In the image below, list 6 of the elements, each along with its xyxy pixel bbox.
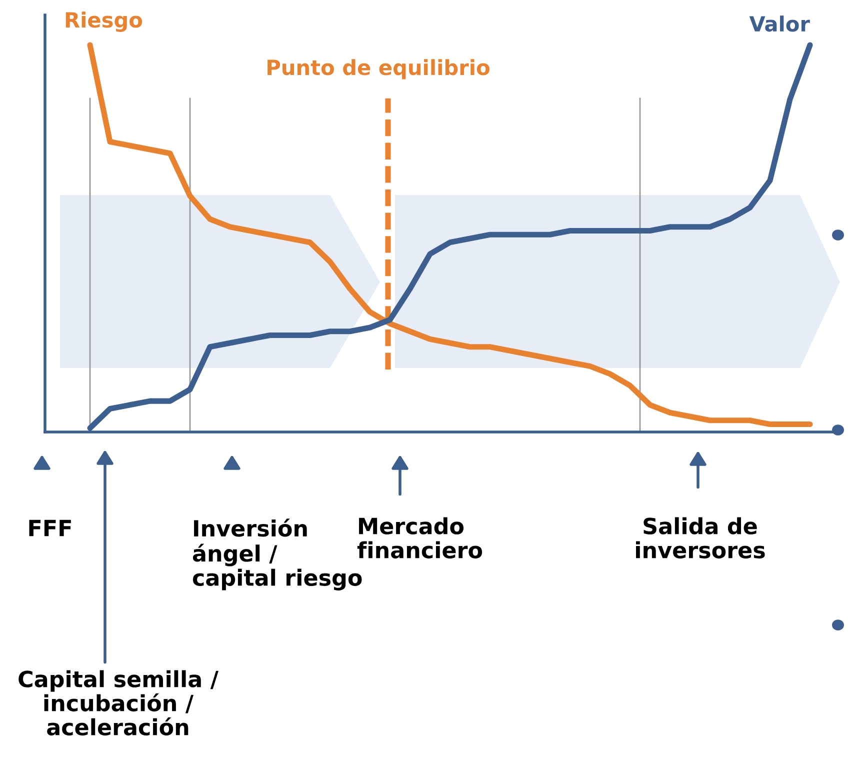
series-label: Valor	[749, 16, 810, 32]
text: Capital semilla / incubación / aceleración	[18, 670, 218, 736]
text: Salida de inversores	[636, 517, 765, 558]
annotation: Punto de equilibrio	[268, 59, 490, 80]
series-label: Riesgo	[66, 12, 142, 32]
text: FFF	[29, 520, 71, 536]
